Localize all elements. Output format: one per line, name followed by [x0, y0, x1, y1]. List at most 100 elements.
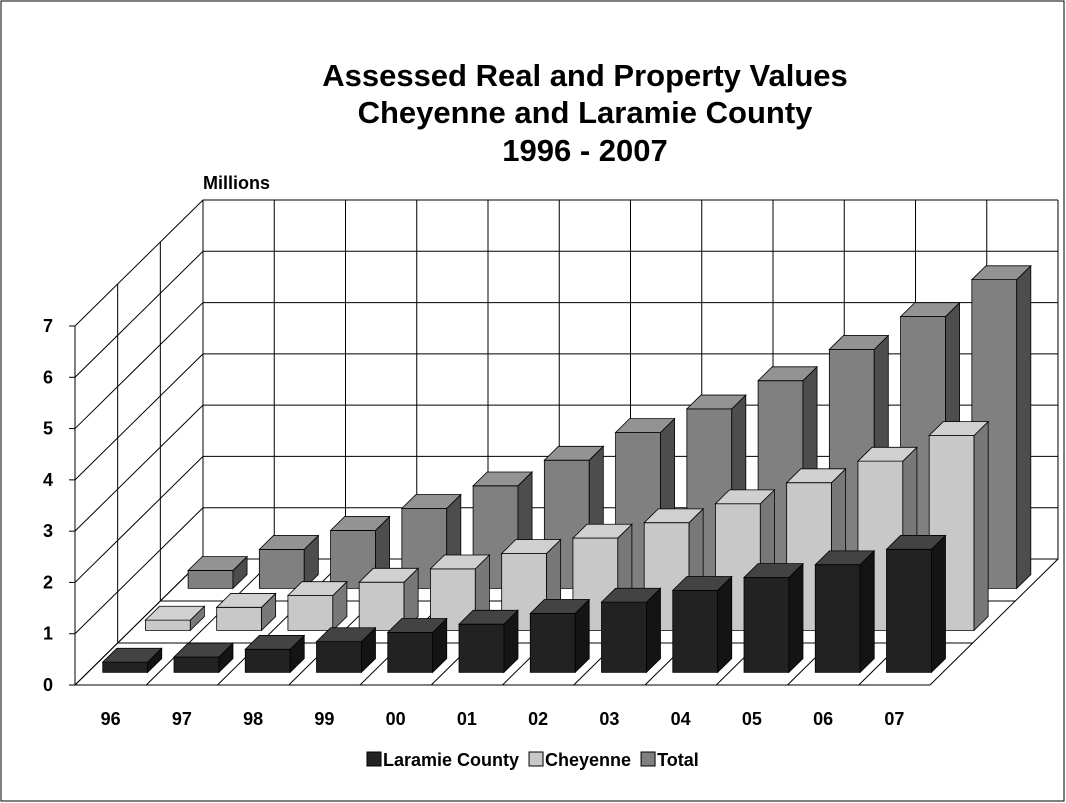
bar [814, 549, 876, 674]
chart-title: Assessed Real and Property Values [322, 58, 848, 93]
bar-front [102, 661, 149, 673]
x-tick-label: 05 [742, 709, 762, 729]
bar-top [885, 535, 947, 550]
bar [600, 587, 662, 674]
bar-top [529, 599, 591, 614]
bar-top [828, 335, 890, 350]
bar-front [316, 641, 362, 673]
bar [358, 567, 420, 632]
bar-side [717, 575, 733, 674]
bar-top [899, 302, 961, 317]
bar-top [173, 642, 234, 658]
bar-side [931, 534, 946, 674]
bar-top [600, 587, 662, 603]
bar-front [672, 589, 719, 673]
bar-top [571, 523, 633, 539]
x-tick-label: 98 [243, 709, 263, 729]
bar [144, 605, 206, 632]
bar-side [788, 562, 804, 674]
bar-top [358, 567, 420, 583]
y-tick-label: 7 [43, 316, 53, 336]
bar [286, 580, 348, 632]
bar-front [244, 648, 291, 673]
bar-top [315, 627, 377, 643]
bar-front [743, 577, 790, 673]
bar [458, 609, 519, 674]
chart-title: 1996 - 2007 [502, 133, 667, 168]
y-tick-label: 6 [43, 367, 53, 387]
bar-top [187, 556, 249, 571]
y-tick-label: 0 [43, 675, 53, 695]
bar [244, 634, 306, 674]
x-tick-label: 06 [813, 709, 833, 729]
y-tick-label: 2 [43, 572, 53, 592]
bar [529, 598, 591, 674]
legend-swatch [640, 751, 656, 767]
x-tick-label: 03 [599, 709, 619, 729]
bar-front [886, 548, 932, 673]
bar-top [458, 609, 519, 625]
legend-label: Cheyenne [545, 750, 631, 770]
bar-front [601, 601, 647, 673]
bar-top [543, 445, 605, 461]
bar-side [646, 587, 661, 674]
x-tick-label: 00 [386, 709, 406, 729]
bar-top [814, 550, 876, 566]
bar-top [928, 421, 990, 436]
bar [101, 647, 163, 674]
bar [215, 592, 277, 632]
bar-top [785, 468, 847, 484]
legend-label: Laramie County [383, 750, 519, 770]
bar-front [387, 631, 434, 673]
bar [743, 562, 804, 674]
y-tick-label: 3 [43, 521, 53, 541]
x-tick-label: 07 [884, 709, 904, 729]
chart-title: Cheyenne and Laramie County [358, 95, 814, 130]
bar-top [386, 618, 448, 633]
bar-front [458, 623, 505, 673]
bar-top [258, 535, 320, 550]
bar-top [643, 508, 705, 524]
bar-top [671, 576, 733, 591]
bar-front [187, 570, 234, 589]
bar-front [287, 595, 334, 631]
x-tick-label: 04 [671, 709, 691, 729]
x-tick-label: 01 [457, 709, 477, 729]
bar-top [215, 593, 277, 608]
bar-top [329, 516, 391, 531]
bar-top [400, 494, 462, 509]
bar-side [1016, 264, 1032, 590]
bar-front [216, 606, 262, 631]
bar [386, 617, 448, 674]
bar-top [429, 554, 491, 570]
bar-side [973, 420, 989, 632]
y-tick-label: 5 [43, 419, 53, 439]
legend-swatch [528, 751, 544, 767]
bar-front [173, 656, 220, 673]
bar [885, 534, 947, 674]
bar-top [970, 265, 1032, 281]
bar-top [856, 446, 918, 462]
bar-front [814, 564, 861, 673]
bar-top [500, 539, 562, 554]
bar-top [685, 394, 747, 410]
x-tick-label: 99 [314, 709, 334, 729]
bar-front [258, 549, 305, 589]
y-tick-label: 1 [43, 624, 53, 644]
bar [187, 555, 249, 590]
bar-top [757, 366, 819, 382]
bar-top [714, 489, 776, 505]
bar [671, 575, 733, 674]
y-axis-label: Millions [203, 173, 270, 193]
bar-top [244, 635, 306, 650]
x-tick-label: 02 [528, 709, 548, 729]
bar [315, 626, 377, 674]
y-tick-label: 4 [43, 470, 53, 490]
legend-label: Total [657, 750, 699, 770]
bar-top [614, 418, 676, 433]
bar [173, 642, 234, 674]
bar-top [144, 605, 206, 621]
bar-front [529, 613, 576, 673]
x-tick-label: 96 [101, 709, 121, 729]
